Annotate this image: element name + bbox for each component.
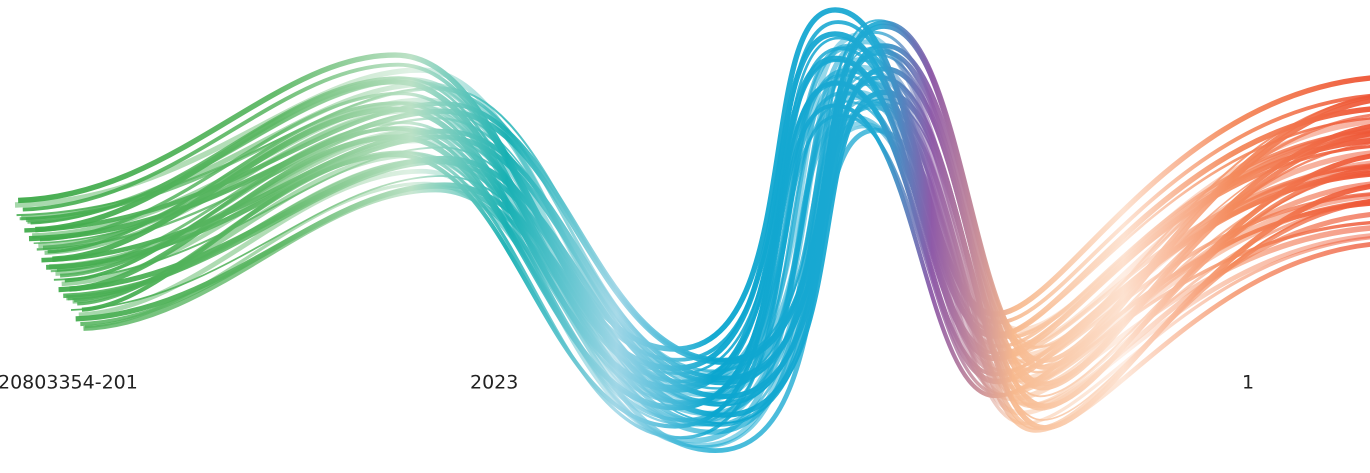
ribbon <box>35 31 1370 371</box>
footer-code: 20803354-201 <box>0 372 138 394</box>
footer-year: 2023 <box>470 372 518 394</box>
ribbon <box>52 55 1370 391</box>
ribbon <box>72 114 1370 444</box>
ribbon <box>18 7 1370 352</box>
ribbon-bundle <box>14 7 1370 454</box>
ribbon <box>84 125 1370 449</box>
ribbon <box>81 103 1370 429</box>
ribbon <box>78 121 1370 448</box>
footer-page: 1 <box>1242 372 1254 394</box>
ribbon <box>83 127 1370 454</box>
